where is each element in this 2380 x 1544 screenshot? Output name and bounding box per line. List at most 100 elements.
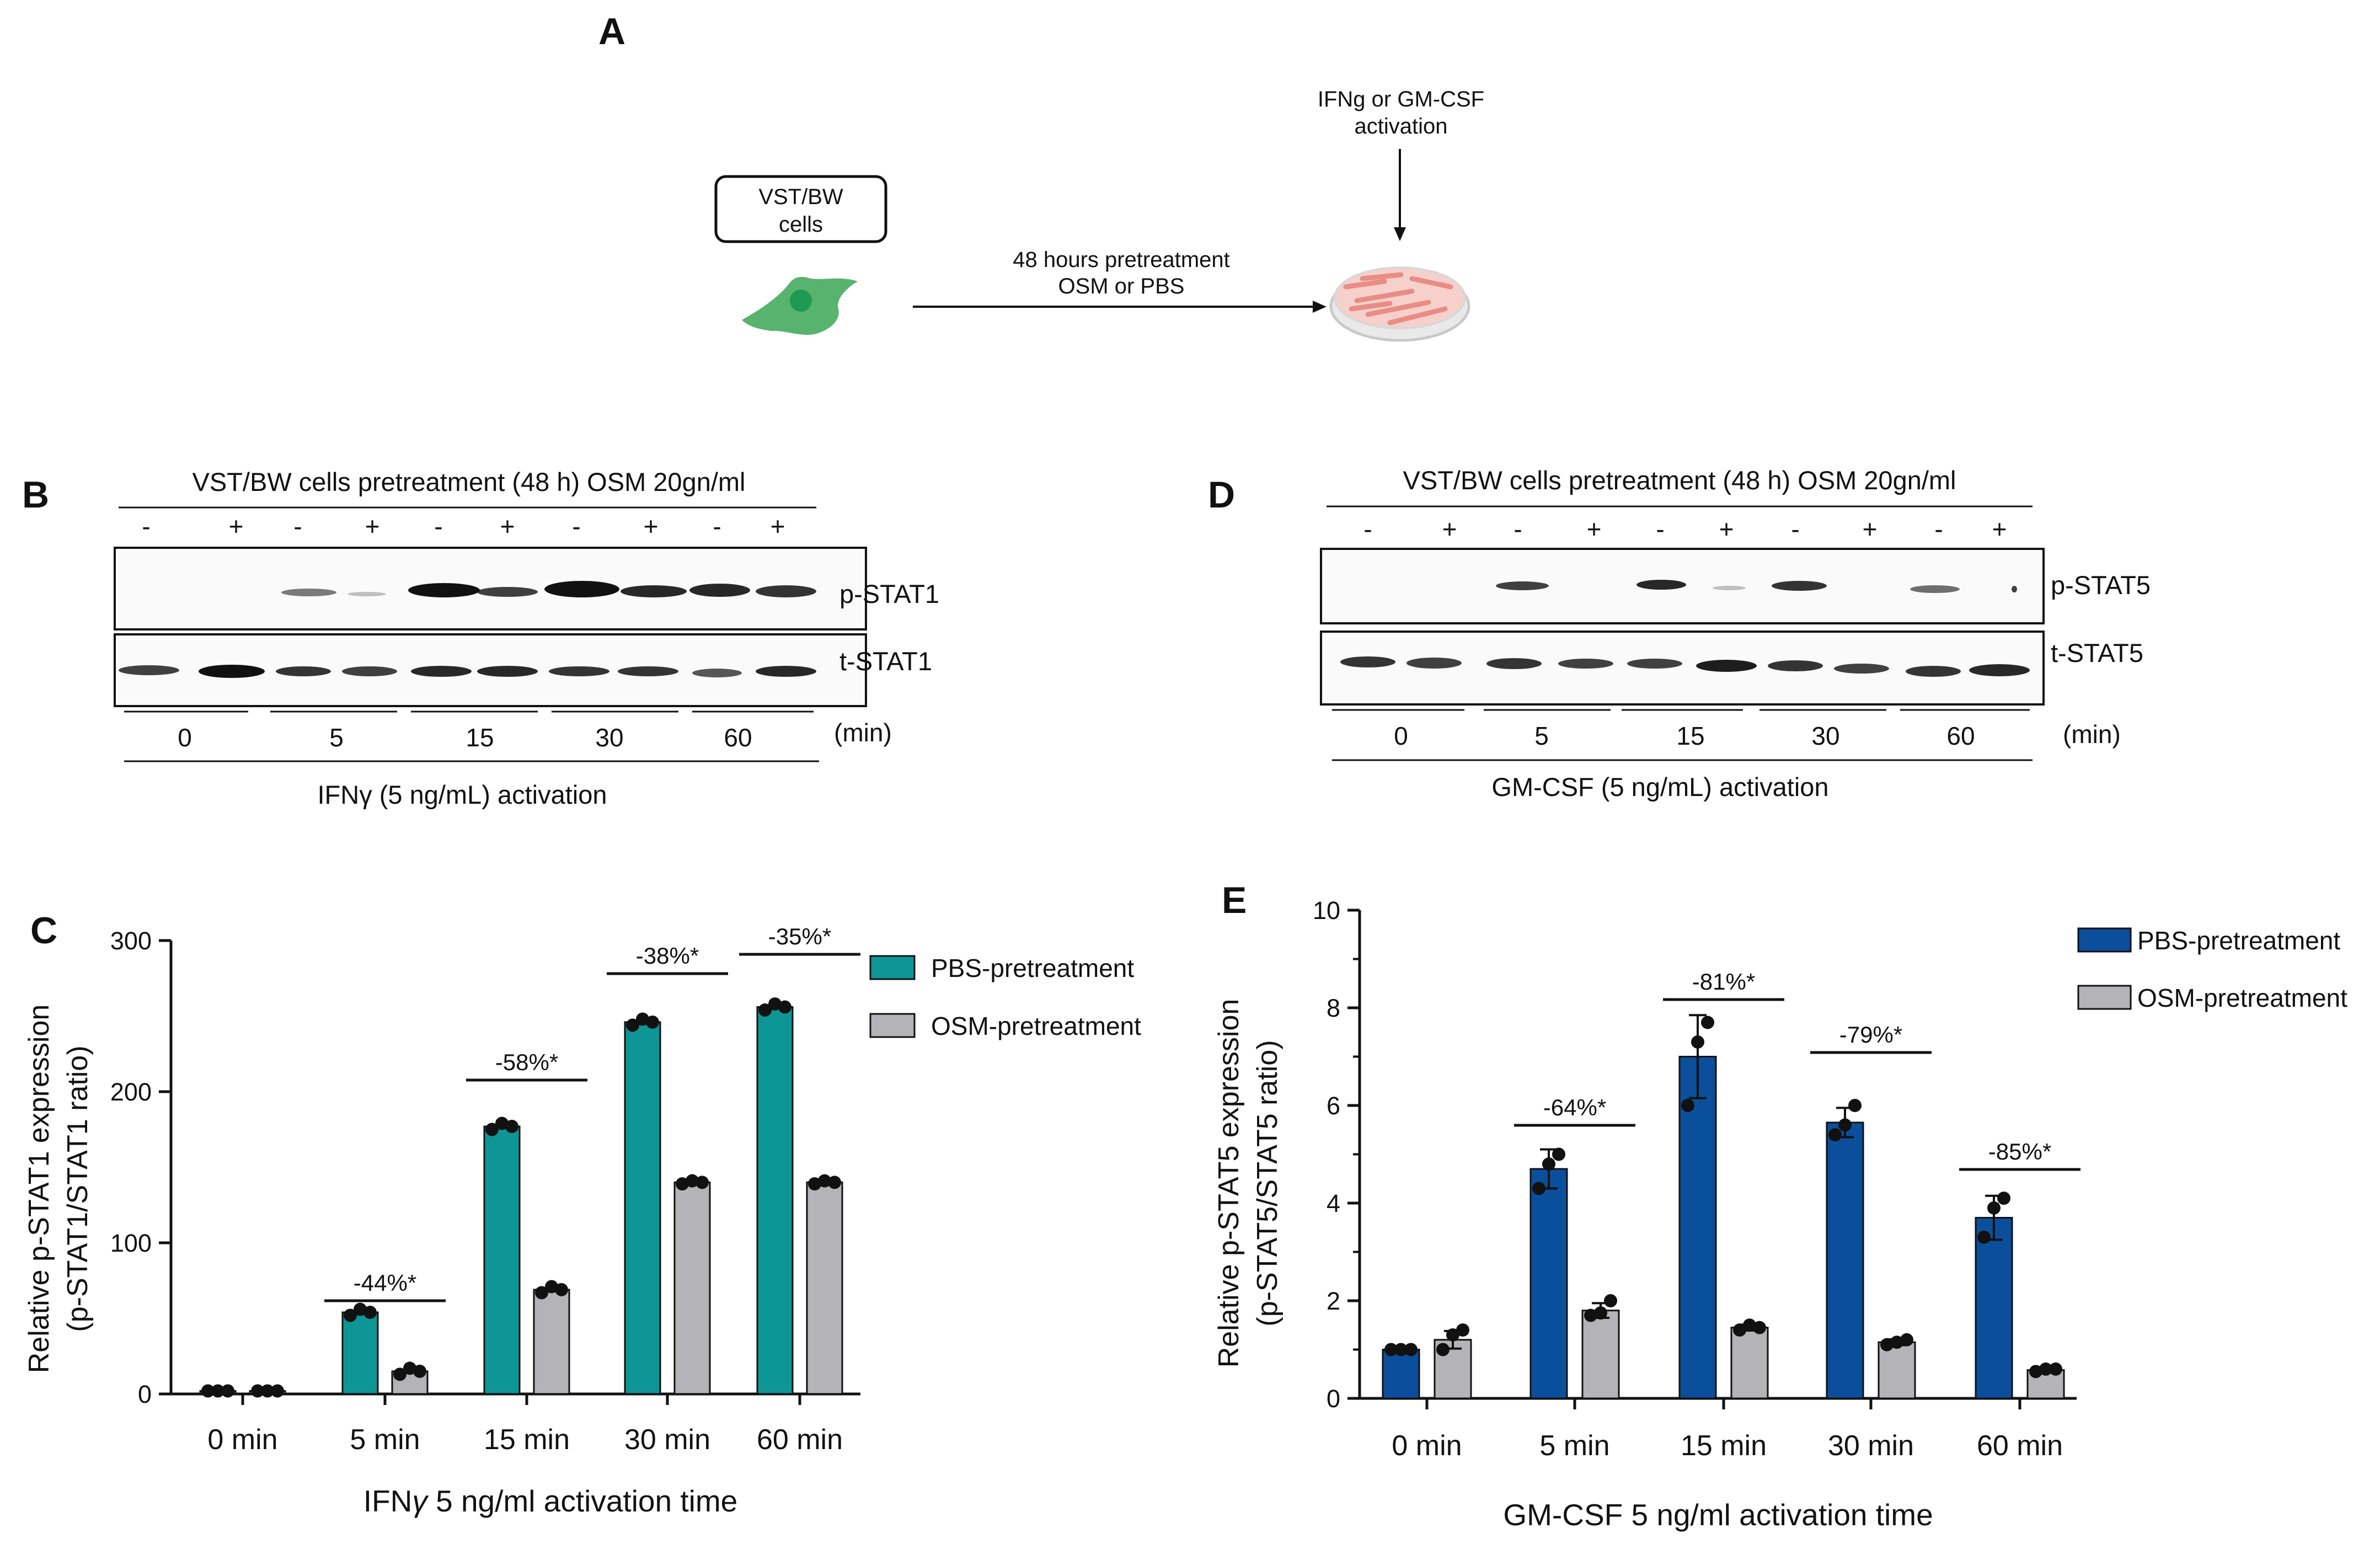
blot-b-sign: +: [644, 512, 659, 541]
chart-e-bar-pbs: [1975, 1217, 2013, 1399]
panel-c-chart: C Relative p-STAT1 expression (p-STAT1/S…: [23, 910, 1141, 1518]
blot-d-sign: +: [1863, 515, 1878, 543]
blot-d-label-pstat5: p-STAT5: [2051, 570, 2151, 600]
blot-b-tstat1-bands: [119, 665, 816, 678]
blot-d-time: 5: [1534, 722, 1549, 750]
chart-c-bar-osm: [533, 1289, 570, 1395]
blot-b-activation-label: IFNγ (5 ng/mL) activation: [317, 780, 607, 809]
chart-c-data-point: [403, 1361, 416, 1375]
chart-c-ytick-label: 100: [110, 1229, 152, 1257]
chart-e-category-label: 15 min: [1681, 1430, 1767, 1462]
chart-e-data-point: [1532, 1182, 1545, 1195]
blot-d-activation-label: GM-CSF (5 ng/mL) activation: [1491, 772, 1828, 802]
panel-d-blot: D VST/BW cells pretreatment (48 h) OSM 2…: [1208, 466, 2151, 802]
blot-d-sign: -: [1791, 515, 1799, 543]
band: [756, 585, 816, 597]
chart-e-data-point: [1404, 1343, 1418, 1356]
chart-c-annotations: -44%* -58%* -38%* -35%*: [324, 923, 860, 1302]
chart-c-bar-osm: [673, 1181, 711, 1395]
panel-a-schematic: A VST/BW cells 48 hours pretreatment OSM…: [598, 10, 1484, 342]
band: [119, 665, 179, 675]
chart-c-ylabel-line1: Relative p-STAT1 expression: [23, 1005, 55, 1374]
chart-c-data-point: [545, 1280, 558, 1294]
chart-c-data-point: [413, 1364, 426, 1378]
chart-c-data-point: [676, 1177, 689, 1191]
band: [618, 666, 678, 676]
chart-e-legend-label-osm: OSM-pretreatment: [2137, 984, 2347, 1012]
blot-d-tstat5-bands: [1340, 656, 2030, 677]
cell-label-box: [714, 175, 887, 243]
chart-c-xlabel-symbol: γ: [412, 1484, 429, 1518]
chart-e-data-point: [1987, 1201, 2001, 1215]
blot-b-label-pstat1: p-STAT1: [839, 579, 939, 608]
band: [689, 584, 750, 597]
band: [411, 666, 472, 677]
chart-e-data-point: [1542, 1157, 1555, 1171]
panel-letter-d: D: [1208, 474, 1235, 516]
chart-e-data-point: [1681, 1099, 1694, 1112]
chart-e-data-point: [1394, 1343, 1408, 1356]
band: [1340, 656, 1395, 667]
chart-e-data-point: [2039, 1362, 2052, 1376]
chart-e-y-ticks: 0 2 4 6 8 10: [1313, 896, 1340, 1413]
band: [1558, 659, 1613, 669]
chart-e-bar-pbs: [1826, 1121, 1864, 1399]
chart-c-data-point: [354, 1302, 367, 1316]
band: [281, 589, 336, 596]
chart-e-axes: [1347, 909, 2077, 1409]
chart-c-annotation: -58%*: [495, 1049, 558, 1075]
cell-nucleus: [790, 290, 812, 312]
band: [1906, 666, 1961, 677]
blot-b-sign: -: [713, 512, 721, 541]
chart-e-data-point: [1446, 1328, 1459, 1342]
band: [1772, 581, 1827, 591]
cell-label-line2: cells: [779, 212, 823, 237]
chart-e-bar-osm: [1581, 1310, 1620, 1399]
blot-b-sign: +: [771, 512, 785, 541]
chart-e-annotation: -81%*: [1692, 969, 1755, 995]
chart-c-data-point: [626, 1018, 639, 1032]
blot-b-label-tstat1: t-STAT1: [839, 647, 932, 676]
band: [1486, 658, 1542, 669]
band: [756, 666, 816, 677]
chart-c-category-label: 30 min: [624, 1424, 710, 1456]
band: [1406, 658, 1462, 669]
chart-c-category-label: 15 min: [484, 1424, 570, 1456]
blot-d-sign: -: [1513, 515, 1522, 543]
panel-b-blot: B VST/BW cells pretreatment (48 h) OSM 2…: [22, 467, 939, 809]
chart-e-legend-swatch-pbs: [2077, 927, 2132, 953]
chart-c-bar-pbs: [483, 1125, 521, 1395]
chart-c-annotation: -35%*: [768, 923, 831, 949]
band: [477, 587, 538, 597]
chart-e-data-point: [2029, 1365, 2042, 1379]
blot-d-time: 15: [1676, 722, 1704, 750]
band: [1834, 664, 1889, 674]
blot-b-header: VST/BW cells pretreatment (48 h) OSM 20g…: [192, 467, 746, 496]
chart-e-data-point: [2049, 1362, 2062, 1376]
blot-d-header: VST/BW cells pretreatment (48 h) OSM 20g…: [1403, 466, 1956, 495]
band: [477, 666, 538, 677]
band: [544, 581, 619, 597]
chart-c-data-point: [485, 1123, 499, 1136]
activation-label-line2: activation: [1355, 114, 1448, 138]
chart-e-data-point: [1436, 1343, 1450, 1356]
chart-c-bar-pbs: [756, 1006, 794, 1395]
chart-e-bar-osm: [1730, 1327, 1769, 1399]
chart-e-data-point: [1828, 1128, 1842, 1142]
band: [199, 665, 265, 678]
chart-c-xlabel: IFNγ 5 ng/ml activation time: [363, 1484, 738, 1518]
chart-c-data-point: [393, 1367, 407, 1381]
chart-c-data-point: [808, 1177, 821, 1191]
chart-c-ytick-label: 200: [110, 1078, 152, 1106]
blot-d-sign: -: [1656, 515, 1664, 543]
chart-c-data-point: [555, 1283, 568, 1296]
petri-dish-icon: [1329, 266, 1470, 342]
band: [1627, 659, 1682, 669]
chart-e-ytick-label: 8: [1327, 994, 1340, 1022]
band: [1969, 664, 2030, 676]
chart-c-data-point: [221, 1384, 234, 1398]
chart-c-bar-pbs: [624, 1021, 661, 1395]
chart-c-data-point: [758, 1003, 772, 1017]
chart-e-data-point: [1838, 1118, 1852, 1132]
